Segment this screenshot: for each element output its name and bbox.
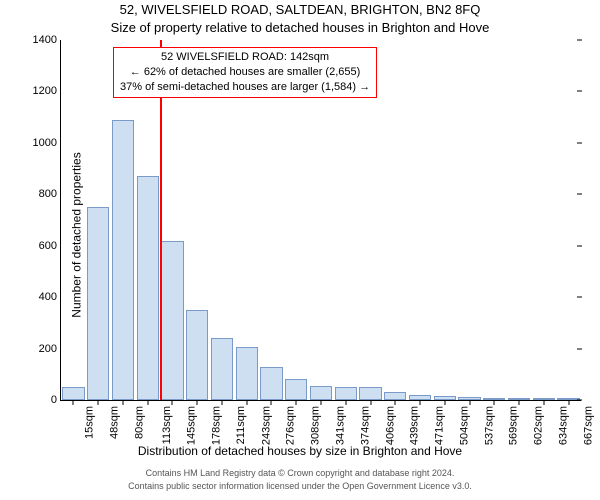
y-tick-mark [577, 245, 582, 246]
y-tick-mark [577, 142, 582, 143]
x-tick-label: 80sqm [133, 406, 145, 439]
bar [384, 392, 406, 400]
y-tick-mark [577, 194, 582, 195]
bar [211, 338, 233, 400]
x-tick-mark [370, 400, 371, 405]
x-tick-mark [271, 400, 272, 405]
x-tick-label: 537sqm [483, 406, 495, 445]
x-tick-label: 211sqm [235, 406, 247, 444]
x-tick-mark [221, 400, 222, 405]
bar [335, 387, 357, 400]
x-tick-mark [395, 400, 396, 405]
y-tick-label: 200 [39, 343, 57, 355]
y-tick-label: 800 [39, 188, 57, 200]
x-tick-label: 341sqm [335, 406, 347, 445]
x-tick-mark [73, 400, 74, 405]
x-tick-mark [444, 400, 445, 405]
bar [359, 387, 381, 400]
x-tick-mark [321, 400, 322, 405]
x-tick-label: 569sqm [508, 406, 520, 445]
y-tick-mark [577, 40, 582, 41]
y-tick-label: 0 [51, 394, 57, 406]
annotation-line-2: ← 62% of detached houses are smaller (2,… [120, 65, 370, 80]
bar [310, 386, 332, 400]
x-tick-label: 667sqm [582, 406, 594, 445]
bar [236, 347, 258, 400]
x-tick-label: 276sqm [285, 406, 297, 445]
x-tick-label: 145sqm [186, 406, 198, 445]
x-tick-mark [296, 400, 297, 405]
x-tick-label: 308sqm [310, 406, 322, 445]
y-tick-label: 1000 [33, 137, 57, 149]
footer-line-1: Contains HM Land Registry data © Crown c… [0, 468, 600, 478]
bar [186, 310, 208, 400]
x-tick-mark [519, 400, 520, 405]
x-tick-mark [122, 400, 123, 405]
x-tick-label: 48sqm [109, 406, 121, 439]
x-tick-label: 374sqm [359, 406, 371, 445]
x-tick-label: 15sqm [84, 406, 96, 439]
x-tick-mark [147, 400, 148, 405]
annotation-line-3: 37% of semi-detached houses are larger (… [120, 80, 370, 95]
bar [112, 120, 134, 400]
x-tick-label: 634sqm [557, 406, 569, 445]
y-tick-label: 400 [39, 291, 57, 303]
x-tick-mark [246, 400, 247, 405]
x-tick-mark [543, 400, 544, 405]
bar [62, 387, 84, 400]
bar [87, 207, 109, 400]
bar [260, 367, 282, 400]
chart-container: 52, WIVELSFIELD ROAD, SALTDEAN, BRIGHTON… [0, 0, 600, 500]
x-tick-label: 113sqm [161, 406, 173, 444]
x-tick-label: 243sqm [260, 406, 272, 445]
y-tick-label: 1200 [33, 85, 57, 97]
x-tick-mark [98, 400, 99, 405]
annotation-line-1: 52 WIVELSFIELD ROAD: 142sqm [120, 50, 370, 65]
y-tick-label: 600 [39, 240, 57, 252]
y-tick-mark [577, 297, 582, 298]
x-tick-label: 602sqm [533, 406, 545, 445]
x-axis-label: Distribution of detached houses by size … [0, 444, 600, 458]
annotation-box: 52 WIVELSFIELD ROAD: 142sqm ← 62% of det… [113, 47, 377, 98]
y-tick-mark [577, 400, 582, 401]
chart-title: 52, WIVELSFIELD ROAD, SALTDEAN, BRIGHTON… [0, 2, 600, 17]
x-tick-mark [420, 400, 421, 405]
y-tick-label: 1400 [33, 34, 57, 46]
x-tick-mark [469, 400, 470, 405]
x-tick-mark [494, 400, 495, 405]
x-tick-mark [197, 400, 198, 405]
bar [285, 379, 307, 400]
bar [137, 176, 159, 400]
x-tick-label: 406sqm [384, 406, 396, 445]
footer-line-2: Contains public sector information licen… [0, 481, 600, 491]
chart-subtitle: Size of property relative to detached ho… [0, 20, 600, 35]
x-tick-mark [568, 400, 569, 405]
y-tick-mark [577, 91, 582, 92]
bar [161, 241, 183, 400]
x-tick-label: 178sqm [211, 406, 223, 445]
x-tick-label: 471sqm [434, 406, 446, 445]
x-tick-mark [345, 400, 346, 405]
y-tick-mark [577, 348, 582, 349]
x-tick-label: 439sqm [409, 406, 421, 445]
x-tick-mark [172, 400, 173, 405]
x-tick-label: 504sqm [458, 406, 470, 445]
